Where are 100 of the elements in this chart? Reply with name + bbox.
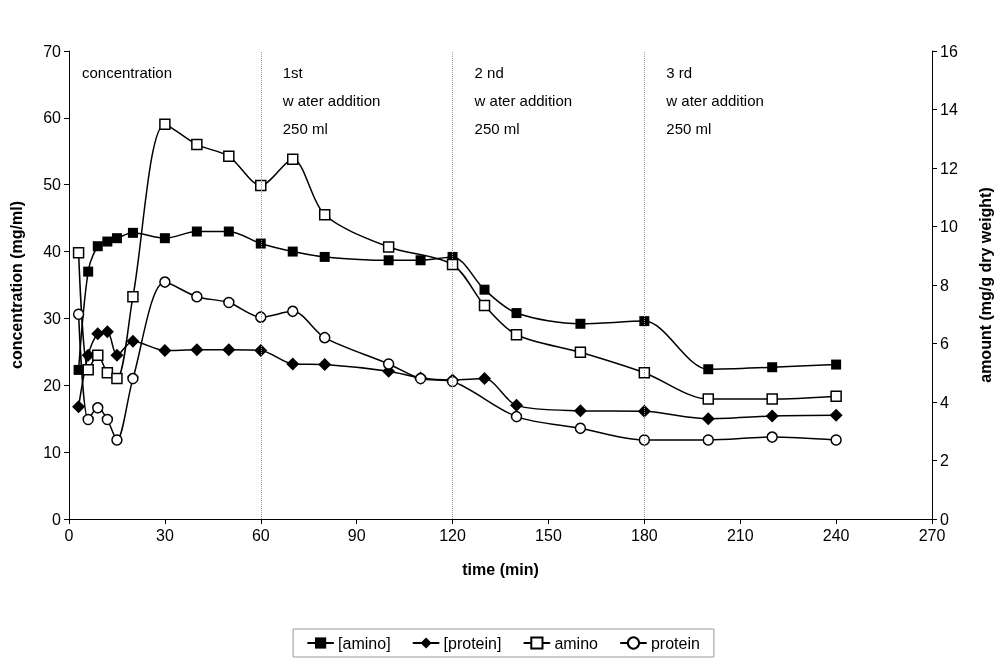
- point: [191, 290, 203, 303]
- point: [639, 316, 650, 327]
- x-tick-label: 270: [918, 526, 946, 544]
- legend-label: protein: [650, 634, 700, 652]
- point: [829, 408, 843, 422]
- point: [830, 390, 842, 402]
- point: [415, 255, 426, 266]
- annotation: concentration: [82, 63, 173, 81]
- point: [72, 247, 85, 259]
- y-tick-label: 70: [43, 42, 62, 60]
- y-tick-label: 40: [43, 243, 62, 261]
- point: [159, 276, 171, 288]
- y2-tick-label: 16: [940, 42, 958, 60]
- point: [72, 400, 86, 414]
- point: [111, 372, 123, 385]
- point: [511, 308, 522, 319]
- point: [111, 233, 122, 244]
- y2-tick-label: 8: [940, 276, 949, 294]
- point: [191, 226, 202, 237]
- annotation: 3 rd w ater addition 250 ml: [665, 63, 764, 137]
- point: [830, 434, 842, 446]
- y-tick-label: 20: [43, 376, 62, 394]
- point: [702, 393, 715, 405]
- point: [83, 266, 94, 277]
- point: [831, 359, 842, 370]
- y-tick-label: 30: [43, 309, 62, 327]
- y2-tick-label: 6: [940, 335, 949, 352]
- point: [478, 299, 491, 312]
- point: [510, 328, 523, 341]
- annotation: 2 nd w ater addition 250 ml: [473, 63, 573, 137]
- point: [383, 255, 394, 266]
- legend-label: [protein]: [443, 634, 502, 652]
- point: [223, 150, 235, 163]
- point: [127, 372, 139, 385]
- y2-tick-label: 10: [940, 218, 958, 235]
- point: [318, 358, 332, 372]
- point: [638, 367, 651, 379]
- point: [159, 118, 171, 130]
- point: [223, 296, 235, 309]
- point: [254, 344, 268, 358]
- point: [223, 226, 234, 237]
- point: [382, 358, 395, 370]
- x-tick-label: 30: [155, 526, 174, 544]
- point: [255, 311, 267, 323]
- point: [767, 362, 778, 373]
- x-tick-label: 210: [726, 526, 754, 544]
- point: [92, 349, 104, 361]
- x-tick-label: 150: [535, 526, 562, 544]
- point: [255, 238, 266, 249]
- point: [765, 409, 779, 423]
- y2-axis-title: amount (mg/g dry weight): [976, 187, 994, 383]
- legend-label: [amino]: [338, 634, 391, 652]
- y-axis-title: concentration (mg/ml): [7, 200, 25, 370]
- point: [110, 348, 124, 362]
- x-tick-label: 120: [439, 526, 466, 544]
- point: [703, 364, 714, 375]
- point: [111, 434, 123, 446]
- point: [287, 246, 298, 257]
- point: [191, 138, 203, 151]
- point: [92, 241, 103, 252]
- y-tick-label: 10: [43, 443, 62, 461]
- point: [573, 404, 587, 418]
- point: [319, 251, 330, 262]
- point: [101, 367, 114, 379]
- point: [101, 413, 114, 426]
- point: [222, 343, 236, 357]
- y-tick-label: 50: [43, 176, 62, 194]
- point: [638, 434, 651, 446]
- point: [574, 346, 587, 359]
- point: [159, 233, 170, 244]
- point: [255, 179, 267, 192]
- point: [286, 153, 299, 165]
- point: [766, 431, 778, 443]
- y2-tick-label: 12: [940, 159, 958, 177]
- point: [91, 327, 105, 341]
- point: [286, 357, 300, 371]
- point: [509, 398, 523, 412]
- point: [766, 393, 778, 405]
- y2-tick-label: 0: [940, 510, 949, 528]
- point: [190, 343, 204, 357]
- x-tick-label: 90: [347, 526, 366, 544]
- point: [318, 209, 331, 221]
- point: [382, 241, 395, 253]
- point: [575, 318, 586, 329]
- point: [478, 372, 492, 386]
- point: [702, 434, 715, 446]
- x-tick-label: 180: [630, 526, 658, 544]
- point: [287, 305, 299, 318]
- y-tick-label: 0: [52, 510, 62, 528]
- point: [100, 325, 114, 339]
- point: [158, 344, 172, 358]
- point: [102, 236, 113, 247]
- point: [574, 422, 587, 435]
- y2-tick-label: 4: [940, 393, 949, 411]
- point: [127, 227, 138, 238]
- y-tick-label: 60: [43, 109, 62, 127]
- point: [479, 284, 490, 295]
- x-tick-label: 60: [251, 526, 270, 544]
- x-tick-label: 0: [64, 526, 74, 544]
- point: [126, 334, 140, 348]
